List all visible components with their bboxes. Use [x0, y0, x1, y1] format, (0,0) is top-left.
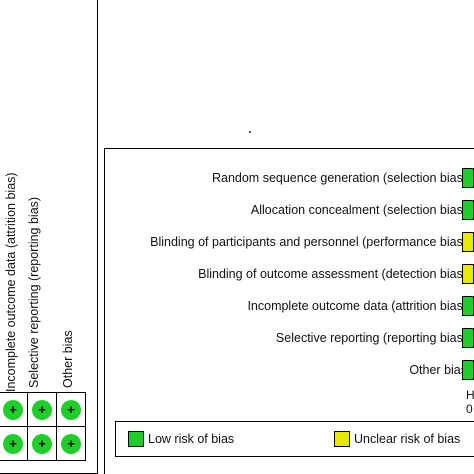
- table-row: + + +: [0, 426, 86, 461]
- table-row: + + +: [0, 392, 86, 427]
- unclear-risk-swatch-icon: [334, 431, 350, 447]
- bar-segment-incomplete-outcome: [462, 296, 474, 316]
- low-risk-dot-icon: +: [61, 433, 81, 454]
- domain-label-incomplete-outcome: Incomplete outcome data (attrition bias): [247, 299, 467, 313]
- bar-segment-random-sequence: [462, 168, 474, 188]
- domain-label-blinding-participants: Blinding of participants and personnel (…: [150, 235, 467, 249]
- low-risk-swatch-icon: [128, 431, 144, 447]
- bar-segment-selective-reporting: [462, 328, 474, 348]
- legend-label: Unclear risk of bias: [354, 432, 461, 446]
- legend: Low risk of bias Unclear risk of bias: [115, 421, 474, 457]
- axis-fragment: H: [466, 388, 474, 402]
- bar-segment-allocation: [462, 200, 474, 220]
- low-risk-dot-icon: +: [32, 433, 52, 454]
- risk-of-bias-graph-panel: Random sequence generation (selection bi…: [104, 148, 474, 474]
- judgement-grid: + + + + + +: [0, 392, 86, 461]
- grid-cell: +: [27, 392, 57, 427]
- bar-segment-blinding-outcome: [462, 264, 474, 284]
- domain-label-random-sequence: Random sequence generation (selection bi…: [211, 171, 467, 185]
- domain-label-other-bias: Other bias: [409, 363, 467, 377]
- grid-cell: +: [0, 392, 28, 427]
- judgement-symbol: +: [38, 435, 46, 451]
- judgement-symbol: +: [67, 401, 75, 417]
- axis-fragment: 0: [466, 402, 473, 416]
- judgement-symbol: +: [9, 435, 17, 451]
- column-label-incomplete-outcome: Incomplete outcome data (attrition bias): [4, 172, 18, 392]
- column-label-other-bias: Other bias: [61, 330, 75, 388]
- domain-label-blinding-outcome: Blinding of outcome assessment (detectio…: [198, 267, 467, 281]
- domain-label-allocation: Allocation concealment (selection bias): [250, 203, 467, 217]
- domain-label-selective-reporting: Selective reporting (reporting bias): [275, 331, 467, 345]
- grid-cell: +: [0, 426, 28, 461]
- low-risk-dot-icon: +: [3, 399, 23, 420]
- grid-cell: +: [27, 426, 57, 461]
- legend-label: Low risk of bias: [148, 432, 235, 446]
- grid-cell: +: [56, 392, 86, 427]
- low-risk-dot-icon: +: [3, 433, 23, 454]
- judgement-symbol: +: [67, 435, 75, 451]
- bar-segment-other-bias: [462, 360, 474, 380]
- stray-dot: [249, 131, 251, 133]
- low-risk-dot-icon: +: [32, 399, 52, 420]
- low-risk-dot-icon: +: [61, 399, 81, 420]
- judgement-symbol: +: [9, 401, 17, 417]
- judgement-symbol: +: [38, 401, 46, 417]
- bar-segment-blinding-participants: [462, 232, 474, 252]
- column-label-selective-reporting: Selective reporting (reporting bias): [27, 196, 41, 388]
- grid-cell: +: [56, 426, 86, 461]
